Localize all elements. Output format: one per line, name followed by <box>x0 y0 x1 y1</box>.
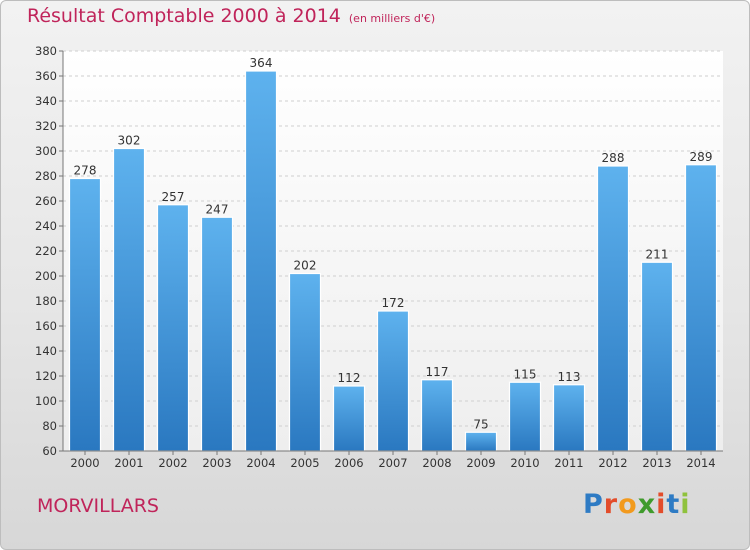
data-label-2008: 117 <box>426 365 449 379</box>
x-tick-label-2001: 2001 <box>114 456 143 470</box>
x-tick-label-2012: 2012 <box>598 456 627 470</box>
logo-letter: t <box>666 489 681 520</box>
bar-2007 <box>376 310 410 452</box>
data-label-2014: 289 <box>690 150 713 164</box>
y-tick-label: 380 <box>35 44 57 58</box>
logo-letter: P <box>583 489 604 520</box>
bar-2014 <box>684 164 718 452</box>
chart-title-text: Résultat Comptable 2000 à 2014 <box>27 5 341 27</box>
y-tick-label: 300 <box>35 144 57 158</box>
logo-letter: i <box>656 489 667 520</box>
proxiti-logo: Proxiti <box>583 489 691 520</box>
bar-2003 <box>200 216 234 452</box>
x-tick-label-2000: 2000 <box>70 456 99 470</box>
y-tick-label: 120 <box>35 369 57 383</box>
x-tick-label-2003: 2003 <box>202 456 231 470</box>
bar-2008 <box>420 379 454 452</box>
bar-2001 <box>112 147 146 452</box>
y-tick-label: 280 <box>35 169 57 183</box>
logo-letter: i <box>680 489 691 520</box>
chart-subtitle: (en milliers d'€) <box>348 12 436 25</box>
y-tick-label: 80 <box>42 419 57 433</box>
x-tick-label-2014: 2014 <box>686 456 715 470</box>
x-tick-label-2008: 2008 <box>422 456 451 470</box>
x-tick-label-2006: 2006 <box>334 456 363 470</box>
bar-2012 <box>596 165 630 452</box>
y-tick-label: 140 <box>35 344 57 358</box>
y-tick-label: 180 <box>35 294 57 308</box>
bar-2013 <box>640 261 674 452</box>
bar-2010 <box>508 381 542 452</box>
bar-2005 <box>288 272 322 452</box>
x-tick-label-2002: 2002 <box>158 456 187 470</box>
bar-2000 <box>68 177 102 452</box>
data-label-2011: 113 <box>558 370 581 384</box>
y-tick-label: 260 <box>35 194 57 208</box>
data-label-2001: 302 <box>118 134 141 148</box>
x-tick-label-2009: 2009 <box>466 456 495 470</box>
data-label-2003: 247 <box>206 202 229 216</box>
data-label-2004: 364 <box>250 56 273 70</box>
y-tick-label: 240 <box>35 219 57 233</box>
y-tick-label: 340 <box>35 94 57 108</box>
bar-2004 <box>244 70 278 452</box>
data-label-2012: 288 <box>602 151 625 165</box>
x-tick-label-2011: 2011 <box>554 456 583 470</box>
y-tick-label: 160 <box>35 319 57 333</box>
y-tick-label: 360 <box>35 69 57 83</box>
bar-2009 <box>464 431 498 452</box>
y-tick-label: 220 <box>35 244 57 258</box>
data-label-2006: 112 <box>338 371 361 385</box>
bar-2011 <box>552 384 586 452</box>
logo-letter: x <box>637 489 657 520</box>
x-tick-label-2004: 2004 <box>246 456 275 470</box>
bar-2006 <box>332 385 366 452</box>
bar-2002 <box>156 204 190 452</box>
data-label-2010: 115 <box>514 367 537 381</box>
logo-letter: o <box>618 489 638 520</box>
data-label-2007: 172 <box>382 296 405 310</box>
data-label-2002: 257 <box>162 190 185 204</box>
chart-title: Résultat Comptable 2000 à 2014 (en millie… <box>27 5 435 27</box>
y-tick-label: 100 <box>35 394 57 408</box>
data-label-2005: 202 <box>294 259 317 273</box>
x-tick-label-2007: 2007 <box>378 456 407 470</box>
data-label-2009: 75 <box>473 417 488 431</box>
data-label-2013: 211 <box>646 247 669 261</box>
commune-name: MORVILLARS <box>37 495 159 517</box>
y-tick-label: 200 <box>35 269 57 283</box>
y-tick-label: 320 <box>35 119 57 133</box>
x-tick-label-2005: 2005 <box>290 456 319 470</box>
data-label-2000: 278 <box>74 164 97 178</box>
logo-letter: r <box>603 489 619 520</box>
x-tick-label-2010: 2010 <box>510 456 539 470</box>
y-tick-label: 60 <box>42 444 57 458</box>
x-tick-label-2013: 2013 <box>642 456 671 470</box>
